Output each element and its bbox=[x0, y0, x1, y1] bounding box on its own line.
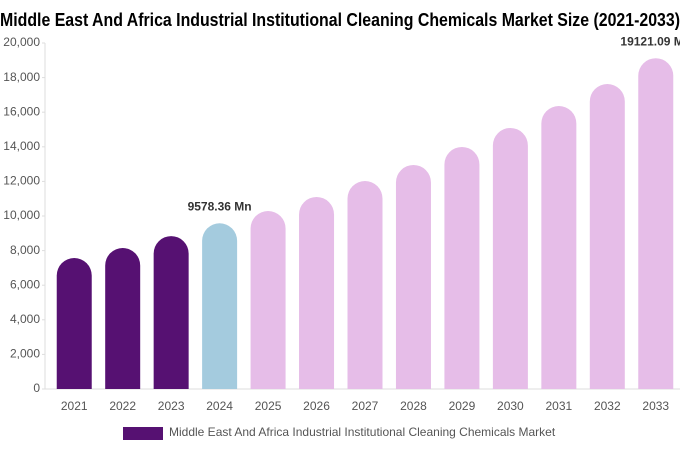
y-tick-label: 20,000 bbox=[3, 35, 40, 49]
y-tick-label: 16,000 bbox=[3, 104, 40, 118]
y-tick-label: 8,000 bbox=[10, 243, 40, 257]
x-tick-label: 2029 bbox=[449, 399, 476, 413]
x-tick-label: 2033 bbox=[642, 399, 669, 413]
bar bbox=[153, 236, 189, 389]
x-tick-label: 2028 bbox=[400, 399, 427, 413]
x-tick-label: 2032 bbox=[594, 399, 621, 413]
bar bbox=[299, 196, 335, 389]
x-tick-label: 2031 bbox=[545, 399, 572, 413]
bar bbox=[202, 223, 238, 389]
bar bbox=[395, 164, 431, 389]
bar bbox=[492, 127, 528, 389]
x-tick-label: 2023 bbox=[158, 399, 185, 413]
bar bbox=[541, 105, 577, 390]
x-tick-label: 2022 bbox=[109, 399, 136, 413]
x-tick-label: 2030 bbox=[497, 399, 524, 413]
bar bbox=[347, 181, 383, 389]
legend-label: Middle East And Africa Industrial Instit… bbox=[169, 425, 556, 439]
bar bbox=[250, 211, 286, 389]
y-tick-label: 0 bbox=[33, 381, 40, 395]
bar bbox=[589, 84, 625, 389]
bar bbox=[638, 58, 674, 390]
legend-swatch bbox=[123, 427, 163, 440]
bar bbox=[444, 146, 480, 389]
bar bbox=[56, 258, 92, 389]
y-tick-label: 12,000 bbox=[3, 174, 40, 188]
chart-title: Middle East And Africa Industrial Instit… bbox=[0, 10, 680, 30]
y-tick-label: 4,000 bbox=[10, 312, 40, 326]
bar bbox=[105, 248, 141, 389]
value-label: 9578.36 Mn bbox=[188, 199, 252, 213]
x-tick-label: 2026 bbox=[303, 399, 330, 413]
x-tick-label: 2021 bbox=[61, 399, 88, 413]
y-tick-label: 14,000 bbox=[3, 139, 40, 153]
y-tick-label: 2,000 bbox=[10, 347, 40, 361]
x-tick-label: 2027 bbox=[352, 399, 379, 413]
y-tick-label: 18,000 bbox=[3, 70, 40, 84]
y-tick-label: 6,000 bbox=[10, 277, 40, 291]
x-tick-label: 2025 bbox=[255, 399, 282, 413]
value-label: 19121.09 Mn bbox=[620, 34, 680, 48]
y-tick-label: 10,000 bbox=[3, 208, 40, 222]
x-tick-label: 2024 bbox=[206, 399, 233, 413]
